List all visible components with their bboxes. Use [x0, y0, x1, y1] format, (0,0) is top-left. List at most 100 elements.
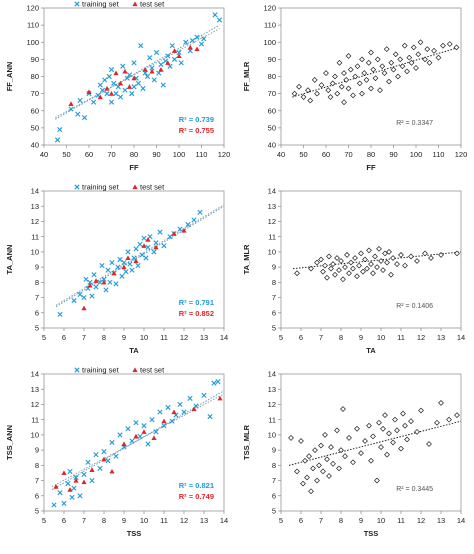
data-point [97, 82, 103, 88]
data-point [153, 49, 160, 56]
y-tick-label: 13 [268, 385, 276, 394]
data-point [169, 418, 175, 424]
data-point [374, 56, 381, 63]
x-axis-label: FF [366, 163, 376, 172]
x-tick-label: 9 [359, 516, 363, 525]
data-point [454, 412, 460, 418]
x-axis-label: TA [129, 346, 139, 355]
data-point [372, 253, 378, 260]
chart-ta-mlr: 5 6 7 8 9 10 11 12 13 14 5 6 7 8 9 10 11 12 13 14 TA TA_MLR R²… [237, 183, 474, 366]
trend-lines [292, 46, 459, 98]
y-tick-label: 100 [263, 38, 276, 47]
y-tick-label: 9 [272, 446, 276, 455]
y-tick-label: 14 [31, 187, 39, 196]
x-tick-label: 100 [410, 150, 423, 159]
data-point [370, 270, 376, 277]
data-point [352, 255, 358, 261]
x-tick-label: 11 [397, 516, 405, 525]
data-point [147, 55, 153, 61]
data-point [404, 68, 410, 75]
y-tick-label: 12 [31, 400, 39, 409]
x-tick-label: 11 [160, 516, 168, 525]
data-point [440, 42, 446, 49]
data-point [71, 298, 77, 304]
data-point [140, 85, 146, 92]
data-point [394, 261, 400, 267]
r2-test: R² = 0.755 [179, 126, 214, 135]
x-tick-label: 9 [122, 516, 126, 525]
x-tick-label: 5 [42, 333, 46, 342]
data-point [108, 91, 115, 96]
data-point [334, 90, 341, 97]
data-point [304, 474, 310, 481]
data-point [294, 468, 300, 475]
y-axis-label: FF_ANN [5, 62, 14, 92]
data-point [169, 43, 175, 49]
data-point [133, 420, 139, 426]
data-point [318, 82, 325, 88]
data-point [350, 265, 356, 272]
chart-ff-mlr: 40 50 60 70 80 90 100 110 120 40 50 60 70 80 90 100 110 1… [237, 0, 474, 183]
chart-ta-ann: 5 6 7 8 9 10 11 12 13 14 5 6 7 8 9 10 11 12 13 14 TA TA_ANN tr… [0, 183, 237, 366]
legend-label-training: training set [82, 183, 120, 192]
data-point [109, 259, 115, 266]
data-point [399, 63, 406, 70]
data-point [104, 91, 110, 97]
y-tick-label: 10 [31, 430, 39, 439]
data-point [171, 409, 177, 415]
data-point [87, 282, 93, 288]
x-tick-label: 14 [220, 516, 228, 525]
data-point [348, 259, 354, 266]
x-tick-label: 80 [367, 150, 375, 159]
x-axis-label: FF [129, 163, 139, 172]
y-tick-label: 50 [268, 123, 276, 132]
data-point [83, 276, 89, 282]
data-point [454, 250, 460, 257]
data-point [137, 241, 143, 247]
data-point [379, 63, 386, 70]
x-tick-label: 6 [299, 333, 303, 342]
data-point [417, 39, 424, 46]
data-point [354, 425, 360, 432]
y-tick-label: 100 [26, 38, 39, 47]
data-point [157, 409, 163, 415]
data-point [341, 99, 347, 106]
r2-training: R² = 0.739 [179, 115, 214, 124]
data-point [111, 80, 117, 86]
data-point [326, 473, 332, 479]
data-point [123, 269, 129, 275]
data-point [438, 252, 444, 258]
legend-marker-test [132, 367, 138, 373]
data-point [89, 467, 95, 472]
data-point [377, 87, 383, 94]
data-point [97, 94, 103, 100]
x-tick-label: 6 [299, 516, 303, 525]
data-point [165, 53, 171, 59]
x-tick-label: 14 [457, 333, 465, 342]
data-point [386, 78, 392, 85]
x-tick-label: 12 [180, 516, 188, 525]
series-training-set [51, 379, 221, 508]
data-point [453, 44, 460, 51]
data-point [318, 256, 324, 263]
trend-line [292, 46, 459, 98]
x-tick-label: 70 [344, 150, 352, 159]
data-point [119, 273, 125, 279]
x-tick-label: 60 [85, 150, 93, 159]
data-point [54, 137, 61, 143]
y-tick-label: 7 [35, 293, 39, 302]
data-point [390, 255, 396, 261]
y-tick-label: 8 [35, 461, 39, 470]
data-point [395, 73, 401, 80]
data-point [101, 449, 107, 455]
data-point [408, 418, 414, 425]
data-point [378, 444, 384, 450]
data-point [308, 488, 314, 495]
x-tick-label: 80 [130, 150, 138, 159]
data-point [145, 237, 151, 242]
data-point [177, 226, 183, 232]
data-point [323, 70, 329, 76]
data-point [87, 279, 93, 285]
x-tick-label: 14 [457, 516, 465, 525]
r2-mlr: R² = 0.3347 [396, 120, 433, 127]
